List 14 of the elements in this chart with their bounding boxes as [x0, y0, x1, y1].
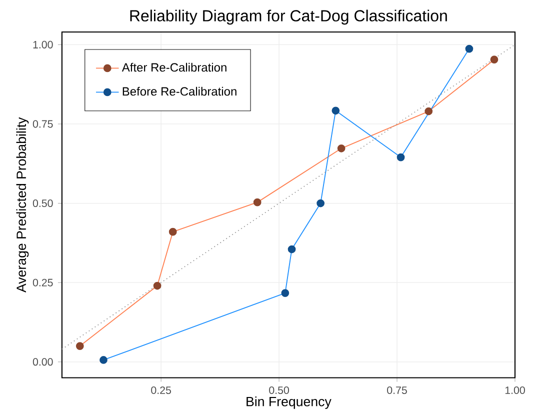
y-axis-title: Average Predicted Probability: [16, 117, 29, 293]
x-tick-label: 0.50: [269, 386, 289, 394]
legend-label: Before Re-Calibration: [122, 86, 236, 96]
x-tick-label: 1.00: [505, 386, 525, 394]
y-tick-label: 0.25: [32, 278, 53, 286]
y-tick-label: 0.00: [32, 358, 53, 366]
x-tick-label: 0.75: [387, 386, 407, 394]
y-tick-label: 0.50: [32, 200, 53, 208]
x-axis-title: Bin Frequency: [246, 396, 332, 410]
y-tick-label: 1.00: [33, 41, 53, 49]
legend-label: After Re-Calibration: [122, 62, 226, 72]
y-tick-label: 0.75: [32, 120, 53, 128]
chart-title: Reliability Diagram for Cat-Dog Classification: [130, 10, 447, 25]
x-tick-label: 0.25: [151, 386, 171, 394]
